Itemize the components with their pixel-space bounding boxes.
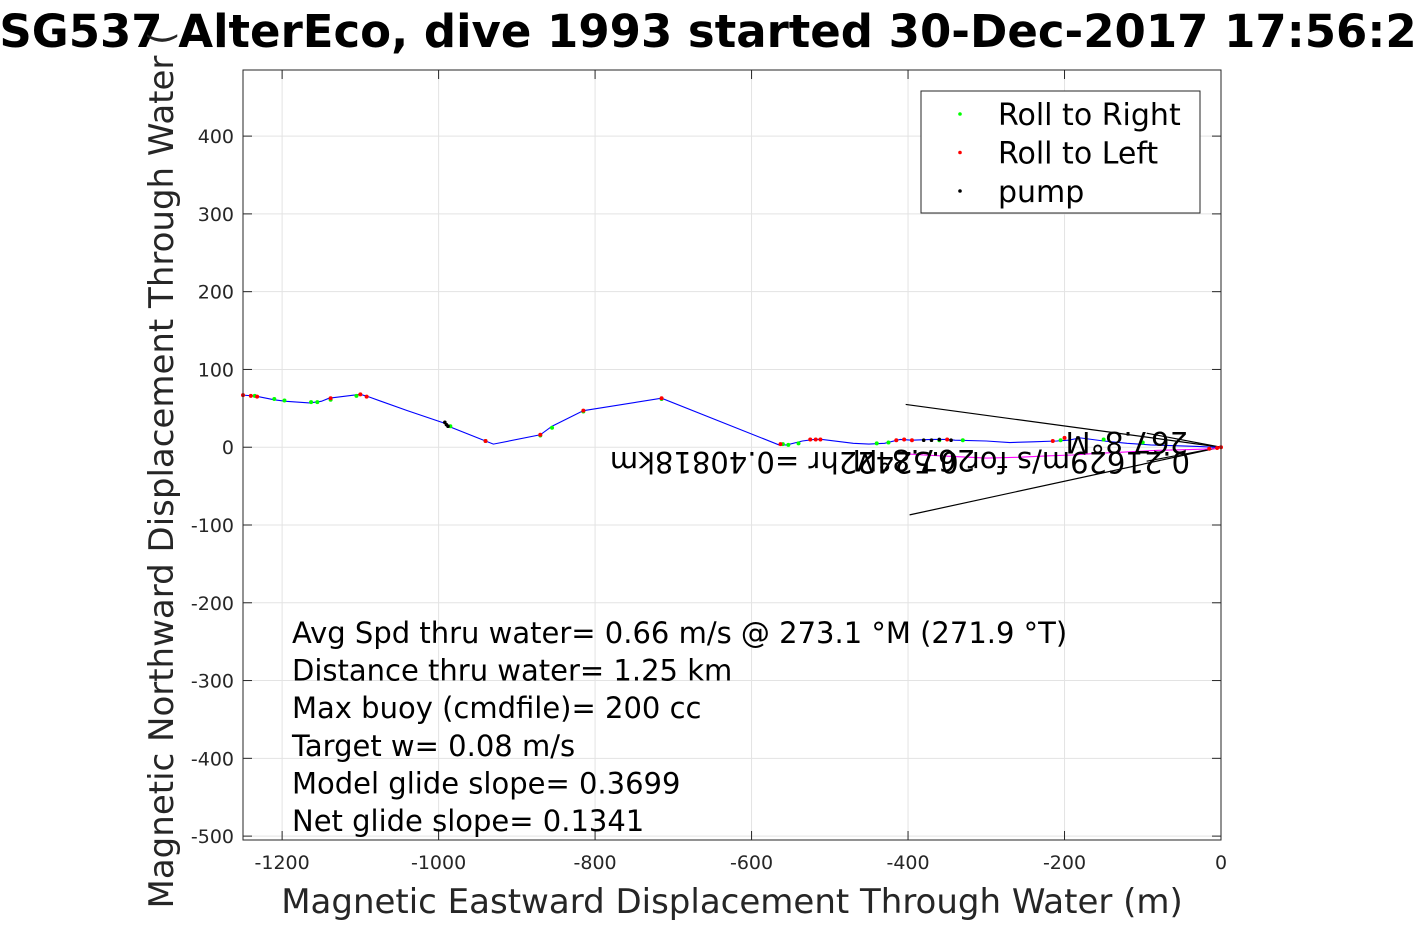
x-tick-label: -200 (1043, 852, 1086, 874)
roll-left-point (328, 396, 333, 401)
roll-right-point (309, 400, 314, 405)
roll-left-point (538, 432, 543, 437)
cone-lower-line (909, 446, 1222, 516)
roll-right-point (282, 398, 287, 403)
x-tick-label: -1000 (411, 852, 466, 874)
legend-marker (958, 150, 962, 155)
roll-right-point (796, 441, 801, 446)
y-tick-label: -500 (191, 826, 234, 848)
roll-left-point (1207, 446, 1212, 451)
pump-point (949, 438, 953, 443)
roll-left-point (581, 408, 586, 413)
roll-left-point (902, 437, 907, 442)
stats-annotation-line: Avg Spd thru water= 0.66 m/s @ 273.1 °M … (292, 616, 1067, 650)
y-tick-label: 400 (198, 126, 234, 148)
stats-annotation-line: Target w= 0.08 m/s (291, 729, 575, 763)
roll-right-point (550, 425, 555, 430)
roll-right-point (315, 400, 320, 405)
legend-marker (958, 112, 962, 116)
chart-title: SG537 AlterEco, dive 1993 started 30-Dec… (0, 5, 1417, 58)
y-tick-label: 0 (222, 437, 234, 459)
y-tick-label: -100 (191, 515, 234, 537)
roll-left-point (1062, 435, 1067, 440)
stats-annotation-line: Max buoy (cmdfile)= 200 cc (292, 691, 701, 725)
roll-right-point (1101, 437, 1106, 442)
roll-left-point (818, 437, 823, 442)
stats-annotation-line: Model glide slope= 0.3699 (292, 766, 680, 800)
flipped-labels: 267.8°M0.21629m/s for 0.52422hr =0.40818… (610, 425, 1190, 479)
y-tick-label: -200 (191, 593, 234, 615)
axis-ticks: -1200 -1000 -800 -600 -400 -200 0-500-400-300-… (191, 70, 1227, 874)
pump-point (921, 438, 926, 443)
roll-right-point (874, 441, 879, 446)
roll-left-point (945, 437, 950, 442)
roll-right-point (1058, 438, 1063, 443)
roll-left-point (1215, 446, 1220, 450)
roll-left-point (255, 394, 260, 399)
legend-marker (958, 189, 962, 193)
cone-upper-line (905, 403, 1222, 448)
roll-right-point (272, 397, 277, 401)
legend-label: Roll to Right (998, 98, 1181, 133)
roll-left-point (909, 438, 914, 443)
x-tick-label: -600 (730, 852, 773, 874)
roll-left-point (778, 442, 783, 447)
flipped-label: 0.21629m/s for 0.52422hr =0.40818km (610, 445, 1190, 479)
grid-lines (243, 70, 1222, 840)
roll-right-point (354, 393, 359, 398)
cone-inner-upper-line (1146, 432, 1222, 448)
pump-point (446, 424, 450, 429)
roll-left-point (894, 438, 899, 443)
stats-annotation-line: Net glide slope= 0.1341 (292, 804, 644, 838)
y-tick-label: -400 (191, 748, 234, 770)
y-axis-label: Magnetic Northward Displacement Through … (142, 32, 182, 909)
roll-right-point (1140, 440, 1145, 445)
x-tick-label: 0 (1215, 852, 1227, 874)
roll-left-point (808, 437, 813, 442)
y-tick-label: 300 (198, 204, 234, 226)
x-tick-label: -400 (886, 852, 929, 874)
flipped-label: 267.8°M (852, 443, 975, 477)
legend-label: Roll to Left (998, 137, 1158, 172)
stats-annotations: Avg Spd thru water= 0.66 m/s @ 273.1 °M … (291, 616, 1067, 838)
pump-point (929, 438, 934, 443)
legend-label: pump (998, 175, 1084, 210)
roll-left-point (813, 437, 818, 442)
x-tick-label: -1200 (255, 852, 310, 874)
plot-frame (242, 69, 1222, 841)
y-tick-label: 200 (198, 282, 234, 304)
track-lower-line (900, 446, 1222, 459)
x-tick-label: -800 (574, 852, 617, 874)
roll-left-point (364, 394, 369, 399)
y-tick-label: 100 (198, 359, 234, 381)
roll-right-point (960, 438, 965, 443)
flipped-label: 267.8°M (1065, 425, 1188, 459)
plot-data (241, 392, 1223, 516)
y-tick-label: -300 (191, 671, 234, 693)
roll-left-point (248, 393, 253, 398)
legend-box (920, 90, 1201, 214)
roll-right-point (886, 440, 891, 445)
roll-left-point (358, 392, 363, 397)
roll-left-point (1050, 439, 1055, 443)
roll-left-point (659, 396, 664, 401)
pump-point (937, 437, 942, 442)
x-axis-label: Magnetic Eastward Displacement Through W… (281, 882, 1183, 922)
roll-left-point (483, 439, 488, 443)
roll-right-point (786, 442, 791, 447)
stats-annotation-line: Distance thru water= 1.25 km (292, 654, 732, 688)
